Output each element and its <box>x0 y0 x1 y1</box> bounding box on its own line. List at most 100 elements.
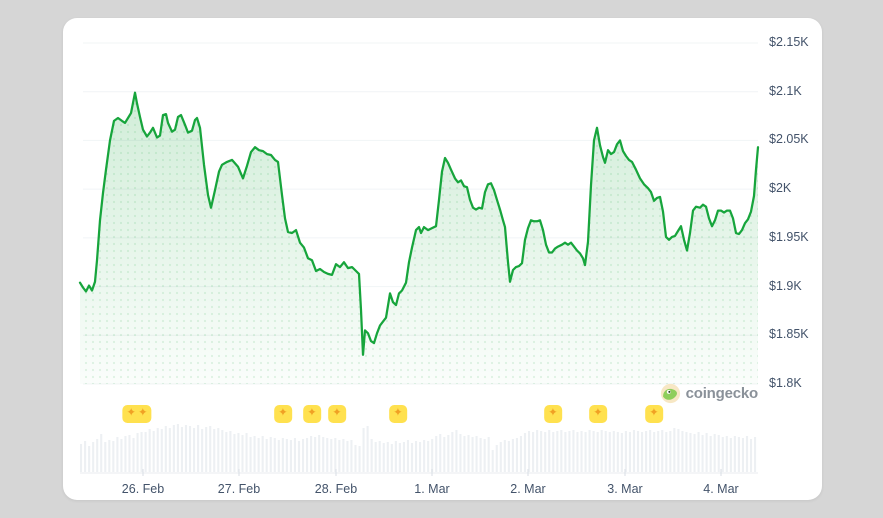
volume-bar <box>584 432 587 472</box>
volume-bar <box>741 438 745 472</box>
volume-bar <box>318 435 321 472</box>
volume-bar <box>180 427 183 472</box>
volume-bar <box>487 437 490 472</box>
volume-bar <box>265 439 268 472</box>
volume-bar <box>160 429 163 472</box>
volume-bar <box>596 432 599 472</box>
volume-bar <box>515 438 518 472</box>
volume-bar <box>164 426 167 472</box>
volume-bar <box>386 442 389 472</box>
volume-bar <box>471 437 474 472</box>
volume-bar <box>128 435 131 472</box>
sparkle-marker[interactable]: ✦ ✦ <box>122 405 152 423</box>
sparkle-icon: ✦ <box>332 407 342 420</box>
volume-bar <box>427 441 430 472</box>
volume-bar <box>370 439 373 472</box>
volume-bar <box>620 433 623 472</box>
volume-bar <box>556 431 559 472</box>
volume-bar <box>394 441 397 472</box>
x-axis-label: 27. Feb <box>217 482 261 496</box>
volume-bar <box>205 427 208 472</box>
volume-bar <box>310 436 313 472</box>
sparkle-marker[interactable]: ✦ <box>328 405 346 423</box>
volume-bar <box>612 431 615 472</box>
price-line <box>78 91 760 356</box>
volume-bar <box>96 439 99 472</box>
sparkle-icon: ✦ <box>649 407 659 420</box>
y-axis-label: $2.15K <box>769 35 809 49</box>
volume-bar <box>439 434 442 472</box>
volume-bar <box>673 428 676 472</box>
volume-bar <box>552 432 555 472</box>
volume-bar <box>80 444 83 472</box>
volume-bar <box>193 428 196 472</box>
y-axis-label: $1.9K <box>769 278 802 293</box>
volume-bar <box>184 425 188 472</box>
volume-bar <box>382 443 385 472</box>
volume-bar <box>499 442 502 472</box>
sparkle-icon: ✦ <box>593 407 603 420</box>
volume-bar <box>532 432 535 472</box>
volume-bar <box>253 436 256 472</box>
volume-bar <box>112 441 115 472</box>
sparkle-marker[interactable]: ✦ <box>389 405 407 423</box>
volume-bar <box>346 441 349 472</box>
volume-bar <box>423 440 426 472</box>
volume-bar <box>297 441 301 472</box>
volume-bar <box>701 435 704 472</box>
volume-bar <box>172 425 175 472</box>
volume-bar <box>495 445 498 472</box>
volume-bar <box>197 425 200 472</box>
price-chart-plot[interactable] <box>63 18 822 500</box>
volume-bar <box>721 437 724 472</box>
volume-bar <box>374 442 377 472</box>
volume-bar <box>209 426 212 472</box>
volume-bar <box>225 432 228 472</box>
volume-bar <box>592 431 595 472</box>
volume-bar <box>366 426 369 472</box>
sparkle-marker[interactable]: ✦ <box>303 405 321 423</box>
volume-bar <box>221 430 224 472</box>
sparkle-marker[interactable]: ✦ <box>274 405 292 423</box>
volume-bar <box>285 439 288 472</box>
volume-bar <box>527 431 531 472</box>
volume-bar <box>354 445 357 472</box>
volume-bar <box>463 436 466 472</box>
volume-bar <box>544 432 547 472</box>
volume-bar <box>580 431 583 472</box>
sparkle-marker[interactable]: ✦ <box>589 405 607 423</box>
volume-bar <box>733 436 736 472</box>
volume-bar <box>257 438 260 472</box>
volume-bar <box>188 426 192 472</box>
volume-bar <box>479 438 482 472</box>
volume-bar <box>314 437 317 472</box>
coingecko-watermark[interactable]: coingecko <box>660 382 758 404</box>
volume-bar <box>213 429 216 472</box>
volume-bar <box>548 430 551 472</box>
volume-bar <box>92 442 95 472</box>
volume-bar <box>451 432 454 472</box>
volume-bar <box>152 431 155 472</box>
sparkle-marker[interactable]: ✦ <box>544 405 562 423</box>
volume-bar <box>745 436 749 472</box>
volume-bar <box>104 442 107 472</box>
y-axis-label: $1.8K <box>769 376 802 390</box>
x-axis-label: 26. Feb <box>121 482 165 496</box>
sparkle-marker[interactable]: ✦ <box>645 405 663 423</box>
volume-bar <box>564 432 567 472</box>
price-area-dots <box>80 92 758 384</box>
volume-bar <box>281 438 284 472</box>
volume-bar <box>540 431 543 472</box>
volume-bar <box>156 428 159 472</box>
volume-bar <box>148 429 151 472</box>
volume-bar <box>685 432 688 472</box>
y-axis-label: $2K <box>769 181 792 196</box>
volume-bar <box>233 434 236 472</box>
volume-bar <box>301 439 305 472</box>
volume-bar <box>705 433 708 472</box>
volume-bar <box>338 440 341 472</box>
coingecko-watermark-text: coingecko <box>685 384 759 402</box>
x-axis-label: 1. Mar <box>414 482 450 496</box>
volume-bar <box>124 436 127 472</box>
